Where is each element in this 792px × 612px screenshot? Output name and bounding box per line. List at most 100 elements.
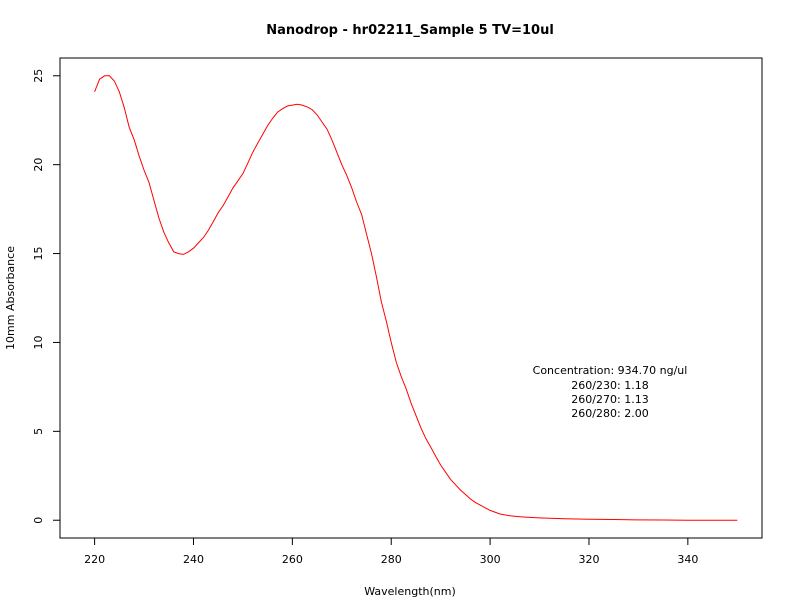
data-point (613, 519, 614, 520)
x-axis-label: Wavelength(nm) (364, 585, 456, 598)
data-point (401, 376, 402, 377)
data-point (138, 155, 139, 156)
annotation-ratio-260-280: 260/280: 2.00 (571, 407, 648, 420)
data-point (336, 152, 337, 153)
data-point (425, 438, 426, 439)
data-point (316, 114, 317, 115)
data-point (465, 494, 466, 495)
y-tick-label: 5 (32, 428, 45, 435)
data-point (134, 139, 135, 140)
x-axis: 220 240 260 280 300 320 340 (84, 538, 698, 566)
data-point (405, 388, 406, 389)
data-point (499, 513, 500, 514)
data-point (302, 105, 303, 106)
data-point (257, 143, 258, 144)
x-tick-label: 300 (480, 553, 501, 566)
data-point (376, 276, 377, 277)
data-point (485, 507, 486, 508)
data-point (415, 415, 416, 416)
x-tick-label: 280 (381, 553, 402, 566)
data-point (489, 510, 490, 511)
y-tick-label: 25 (32, 69, 45, 83)
data-point (450, 479, 451, 480)
data-point (242, 173, 243, 174)
data-point (475, 502, 476, 503)
data-point (366, 233, 367, 234)
data-point (529, 517, 530, 518)
data-point (163, 232, 164, 233)
data-point (361, 214, 362, 215)
data-point (331, 139, 332, 140)
data-point (287, 105, 288, 106)
data-point (509, 515, 510, 516)
data-point (435, 456, 436, 457)
data-point (712, 520, 713, 521)
data-point (178, 253, 179, 254)
data-point (232, 187, 233, 188)
data-point (237, 180, 238, 181)
data-point (440, 465, 441, 466)
data-point (109, 75, 110, 76)
data-point (371, 253, 372, 254)
data-point (470, 498, 471, 499)
data-point (119, 91, 120, 92)
data-point (208, 230, 209, 231)
x-tick-label: 220 (84, 553, 105, 566)
data-point (321, 121, 322, 122)
annotation-ratio-260-270: 260/270: 1.13 (571, 393, 648, 406)
data-point (188, 251, 189, 252)
annotation-ratio-260-230: 260/230: 1.18 (571, 379, 648, 392)
x-tick-label: 320 (578, 553, 599, 566)
data-point (99, 79, 100, 80)
y-axis: 0 5 10 15 20 25 (32, 69, 60, 524)
y-axis-label: 10mm Absorbance (4, 246, 17, 350)
data-point (129, 127, 130, 128)
y-tick-label: 0 (32, 517, 45, 524)
x-tick-label: 340 (677, 553, 698, 566)
data-point (277, 112, 278, 113)
data-point (381, 301, 382, 302)
data-point (183, 254, 184, 255)
data-point (480, 505, 481, 506)
data-point (638, 519, 639, 520)
data-point (420, 427, 421, 428)
data-point (252, 152, 253, 153)
data-point (519, 516, 520, 517)
data-point (410, 402, 411, 403)
data-point (94, 91, 95, 92)
data-point (430, 447, 431, 448)
data-point (143, 169, 144, 170)
data-point (104, 75, 105, 76)
x-tick-label: 260 (282, 553, 303, 566)
data-point (326, 129, 327, 130)
chart-title: Nanodrop - hr02211_Sample 5 TV=10ul (266, 23, 554, 38)
data-point (124, 107, 125, 108)
annotation-block: Concentration: 934.70 ng/ul 260/230: 1.1… (533, 364, 688, 420)
data-point (198, 242, 199, 243)
data-point (262, 134, 263, 135)
data-point (346, 175, 347, 176)
x-tick-label: 240 (183, 553, 204, 566)
data-point (247, 162, 248, 163)
data-point (193, 248, 194, 249)
data-point (292, 105, 293, 106)
data-point (213, 221, 214, 222)
data-point (391, 342, 392, 343)
y-tick-label: 20 (32, 158, 45, 172)
data-point (539, 517, 540, 518)
data-point (227, 196, 228, 197)
data-point (153, 200, 154, 201)
data-point (687, 520, 688, 521)
data-point (158, 217, 159, 218)
data-point (386, 321, 387, 322)
data-point (312, 109, 313, 110)
data-point (267, 125, 268, 126)
series-points (94, 75, 738, 521)
data-point (455, 484, 456, 485)
data-point (351, 187, 352, 188)
data-point (663, 519, 664, 520)
annotation-concentration: Concentration: 934.70 ng/ul (533, 364, 688, 377)
data-point (168, 242, 169, 243)
data-point (564, 518, 565, 519)
